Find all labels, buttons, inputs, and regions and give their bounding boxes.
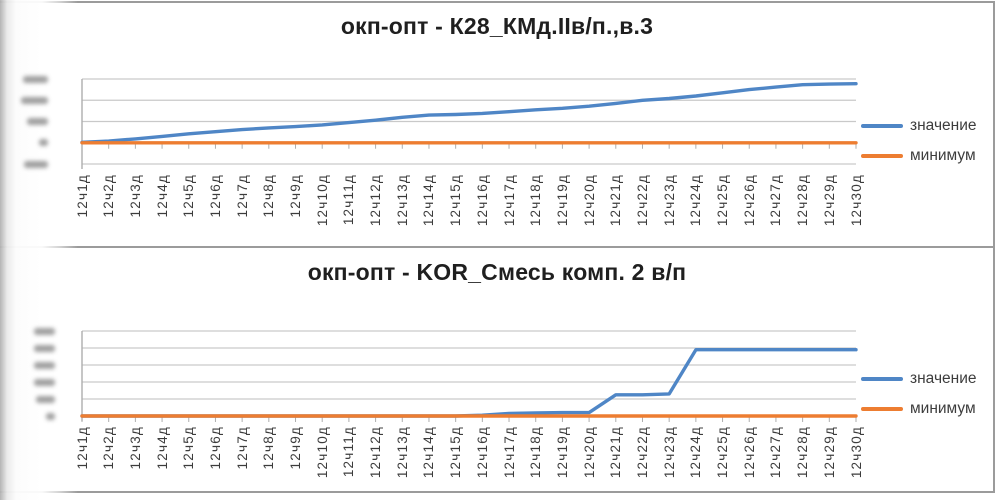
x-axis-label: 12ч3д — [127, 174, 143, 218]
legend-item: значение — [861, 370, 994, 388]
x-axis-label: 12ч16д — [474, 174, 490, 227]
x-axis-label: 12ч18д — [528, 174, 544, 227]
x-axis-label: 12ч25д — [715, 426, 731, 479]
legend-item: минимум — [861, 400, 994, 418]
x-axis-label: 12ч13д — [394, 426, 410, 479]
legend-item: значение — [861, 117, 994, 135]
y-axis-tick-label-blurred — [34, 361, 55, 369]
x-axis-label: 12ч24д — [688, 174, 704, 227]
x-axis-label: 12ч25д — [715, 174, 731, 227]
x-axis-label: 12ч2д — [101, 174, 117, 218]
x-axis-label: 12ч20д — [581, 174, 597, 227]
x-axis-label: 12ч28д — [795, 174, 811, 227]
legend: значение минимум — [861, 117, 994, 177]
x-axis-label: 12ч8д — [261, 174, 277, 218]
y-axis-tick-label-blurred — [27, 118, 48, 125]
x-axis-label: 12ч27д — [768, 174, 784, 227]
x-axis-label: 12ч7д — [234, 426, 250, 470]
x-axis-label: 12ч19д — [554, 426, 570, 479]
x-axis-label: 12ч30д — [848, 174, 864, 227]
x-axis-label: 12ч2д — [101, 426, 117, 470]
x-axis-label: 12ч19д — [554, 174, 570, 227]
chart-title: окп-опт - К28_КМд.IIв/п.,в.3 — [340, 13, 654, 39]
series-value-line — [80, 347, 858, 418]
x-axis-label: 12ч24д — [688, 426, 704, 479]
y-axis-tick-label-blurred — [34, 344, 55, 352]
x-axis-label: 12ч27д — [768, 426, 784, 479]
x-axis-label: 12ч12д — [368, 174, 384, 227]
y-axis-tick-label-blurred — [21, 96, 48, 104]
plot-area — [80, 78, 858, 169]
x-axis-label: 12ч10д — [314, 426, 330, 479]
legend-item: минимум — [861, 147, 994, 165]
legend-label: значение — [910, 117, 977, 134]
legend-line-swatch — [861, 377, 903, 381]
x-axis-label: 12ч29д — [821, 174, 837, 227]
x-axis-label: 12ч9д — [288, 174, 304, 218]
y-axis-tick-label-blurred — [36, 395, 55, 403]
x-axis-label: 12ч21д — [608, 426, 624, 479]
legend-label: минимум — [910, 147, 976, 164]
y-axis-tick-label-blurred — [24, 160, 48, 168]
x-axis-label: 12ч6д — [207, 426, 223, 470]
x-axis-label: 12ч7д — [234, 174, 250, 218]
x-axis-label: 12ч9д — [288, 426, 304, 470]
x-axis-label: 12ч13д — [394, 174, 410, 227]
x-axis-label: 12ч11д — [341, 426, 357, 478]
x-axis-label: 12ч29д — [821, 426, 837, 479]
y-axis-tick-label-blurred — [46, 412, 55, 420]
x-axis-label: 12ч8д — [261, 426, 277, 470]
chart-frame-top-border — [0, 1, 994, 3]
x-axis-label: 12ч15д — [448, 174, 464, 227]
series-value-line — [80, 81, 858, 145]
y-axis-tick-label-blurred — [39, 139, 48, 147]
x-axis-label: 12ч16д — [474, 426, 490, 479]
y-axis-tick-label-blurred — [23, 75, 48, 83]
legend-label: значение — [910, 370, 977, 387]
chart-frame-right-border — [993, 1, 995, 493]
y-axis-tick-label-blurred — [34, 378, 55, 386]
x-axis-label: 12ч26д — [741, 174, 757, 227]
x-axis-label: 12ч4д — [154, 174, 170, 218]
x-axis-label: 12ч10д — [314, 174, 330, 227]
x-axis-label: 12ч6д — [207, 174, 223, 218]
chart-frame-divider-border — [0, 246, 994, 248]
x-axis-label: 12ч17д — [501, 174, 517, 227]
x-axis-label: 12ч30д — [848, 426, 864, 479]
x-axis-label: 12ч17д — [501, 426, 517, 479]
chart-frame-bottom-border — [0, 491, 994, 493]
x-axis-label: 12ч20д — [581, 426, 597, 479]
plot-area — [80, 330, 858, 422]
chart-panel-bottom: окп-опт - KOR_Смесь комп. 2 в/п значение… — [0, 246, 994, 491]
x-axis-label: 12ч5д — [181, 174, 197, 218]
x-axis-label: 12ч23д — [661, 426, 677, 479]
legend-line-swatch — [861, 124, 903, 128]
x-axis-label: 12ч3д — [127, 426, 143, 470]
legend-line-swatch — [861, 407, 903, 411]
x-axis-label: 12ч14д — [421, 426, 437, 479]
x-axis-label: 12ч14д — [421, 174, 437, 227]
blurred-left-edge — [0, 0, 78, 500]
y-axis-tick-label-blurred — [34, 327, 55, 335]
legend-line-swatch — [861, 154, 903, 158]
x-axis-label: 12ч22д — [634, 174, 650, 227]
x-axis-label: 12ч18д — [528, 426, 544, 479]
x-axis-label: 12ч5д — [181, 426, 197, 470]
x-axis-label: 12ч11д — [341, 174, 357, 226]
x-axis-label: 12ч28д — [795, 426, 811, 479]
x-axis-label: 12ч23д — [661, 174, 677, 227]
legend-label: минимум — [910, 400, 976, 417]
x-axis-label: 12ч12д — [368, 426, 384, 479]
x-axis-label: 12ч4д — [154, 426, 170, 470]
chart-title: окп-опт - KOR_Смесь комп. 2 в/п — [307, 259, 687, 285]
x-axis-label: 12ч15д — [448, 426, 464, 479]
x-axis-label: 12ч26д — [741, 426, 757, 479]
x-axis-label: 12ч22д — [634, 426, 650, 479]
legend: значение минимум — [861, 370, 994, 430]
chart-panel-top: окп-опт - К28_КМд.IIв/п.,в.3 значение мин… — [0, 1, 994, 246]
x-axis-label: 12ч21д — [608, 174, 624, 227]
